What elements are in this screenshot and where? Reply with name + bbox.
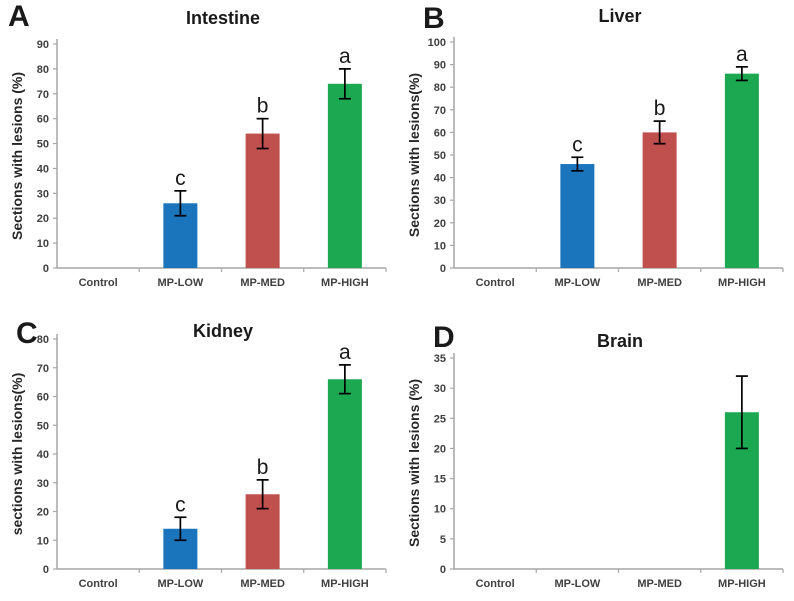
- svg-text:10: 10: [434, 240, 446, 252]
- svg-text:MP-MED: MP-MED: [637, 277, 682, 289]
- svg-text:MP-HIGH: MP-HIGH: [718, 277, 766, 289]
- svg-text:20: 20: [37, 507, 49, 519]
- svg-text:25: 25: [434, 413, 446, 425]
- svg-text:30: 30: [37, 188, 49, 200]
- svg-text:0: 0: [440, 564, 446, 576]
- svg-text:30: 30: [434, 383, 446, 395]
- intestine-bar-chart: 0 10 20 30 40 50 60 70 80 90 Control MP-LOW c MP-MED b…: [37, 39, 387, 289]
- panel-liver: 0 10 20 30 40 50 60 70 80 90 100 Control MP-LOW c MP-M…: [397, 0, 794, 300]
- svg-text:30: 30: [37, 478, 49, 490]
- chart-title-brain: Brain: [596, 331, 643, 351]
- svg-text:50: 50: [37, 139, 49, 151]
- svg-text:40: 40: [37, 163, 49, 175]
- brain-bar-chart: 0 5 10 15 20 25 30 35 Control MP-LOW MP-MED MP-HIGH: [434, 353, 784, 590]
- panel-letter-a: A: [8, 0, 30, 33]
- svg-text:a: a: [736, 43, 748, 66]
- y-axis-title-liver: Sections with lesions(%): [406, 72, 422, 238]
- svg-text:50: 50: [434, 150, 446, 162]
- svg-text:15: 15: [434, 474, 446, 486]
- svg-text:MP-HIGH: MP-HIGH: [321, 578, 369, 590]
- svg-text:Control: Control: [79, 277, 118, 289]
- svg-text:20: 20: [37, 213, 49, 225]
- svg-text:a: a: [339, 45, 351, 68]
- svg-text:70: 70: [434, 105, 446, 117]
- svg-text:60: 60: [434, 127, 446, 139]
- svg-text:c: c: [175, 167, 186, 190]
- svg-text:30: 30: [434, 195, 446, 207]
- panel-brain: 0 5 10 15 20 25 30 35 Control MP-LOW MP-MED MP-HIGH…: [397, 301, 794, 601]
- svg-text:MP-MED: MP-MED: [240, 277, 285, 289]
- svg-text:50: 50: [37, 420, 49, 432]
- svg-text:40: 40: [37, 449, 49, 461]
- svg-text:60: 60: [37, 392, 49, 404]
- svg-text:Control: Control: [79, 578, 118, 590]
- svg-text:Control: Control: [476, 578, 515, 590]
- panel-letter-c: C: [16, 317, 38, 350]
- svg-text:80: 80: [37, 334, 49, 346]
- svg-text:0: 0: [440, 263, 446, 275]
- svg-text:MP-HIGH: MP-HIGH: [321, 277, 369, 289]
- svg-text:MP-LOW: MP-LOW: [157, 277, 203, 289]
- panel-intestine: 0 10 20 30 40 50 60 70 80 90 Control MP-LOW c MP-MED b…: [0, 0, 397, 300]
- svg-text:MP-LOW: MP-LOW: [554, 277, 600, 289]
- svg-text:c: c: [572, 133, 583, 156]
- y-axis-title-intestine: Sections with lesions (%): [9, 71, 25, 241]
- chart-title-intestine: Intestine: [185, 8, 260, 28]
- svg-text:Control: Control: [476, 277, 515, 289]
- panel-kidney: 0 10 20 30 40 50 60 70 80 Control MP-LOW c MP-MED b MP…: [0, 301, 397, 601]
- svg-text:80: 80: [37, 64, 49, 76]
- svg-text:MP-LOW: MP-LOW: [157, 578, 203, 590]
- svg-text:10: 10: [37, 238, 49, 250]
- svg-text:60: 60: [37, 114, 49, 126]
- kidney-bar-chart: 0 10 20 30 40 50 60 70 80 Control MP-LOW c MP-MED b MP…: [37, 334, 387, 590]
- svg-text:20: 20: [434, 218, 446, 230]
- chart-title-kidney: Kidney: [192, 321, 253, 341]
- svg-text:MP-MED: MP-MED: [637, 578, 682, 590]
- svg-text:20: 20: [434, 443, 446, 455]
- svg-text:5: 5: [440, 534, 446, 546]
- svg-text:0: 0: [43, 263, 49, 275]
- svg-text:MP-LOW: MP-LOW: [554, 578, 600, 590]
- y-axis-title-kidney: sections with lesions(%): [9, 372, 25, 536]
- svg-text:a: a: [339, 341, 351, 364]
- svg-text:10: 10: [434, 504, 446, 516]
- svg-text:0: 0: [43, 564, 49, 576]
- svg-text:b: b: [257, 95, 269, 118]
- svg-text:b: b: [257, 456, 269, 479]
- svg-text:MP-HIGH: MP-HIGH: [718, 578, 766, 590]
- svg-text:90: 90: [37, 39, 49, 51]
- liver-bar-chart: 0 10 20 30 40 50 60 70 80 90 100 Control MP-LOW c MP-M…: [428, 37, 784, 289]
- svg-text:10: 10: [37, 535, 49, 547]
- panel-letter-d: D: [433, 321, 455, 354]
- svg-text:70: 70: [37, 89, 49, 101]
- svg-text:70: 70: [37, 363, 49, 375]
- svg-text:b: b: [654, 97, 666, 120]
- svg-text:35: 35: [434, 353, 446, 365]
- panel-letter-b: B: [423, 2, 445, 35]
- svg-text:80: 80: [434, 82, 446, 94]
- svg-text:c: c: [175, 493, 186, 516]
- svg-text:40: 40: [434, 173, 446, 185]
- svg-text:90: 90: [434, 60, 446, 72]
- chart-title-liver: Liver: [598, 6, 642, 26]
- y-axis-title-brain: Sections with lesions (%): [406, 378, 422, 548]
- svg-text:MP-MED: MP-MED: [240, 578, 285, 590]
- svg-text:100: 100: [428, 37, 446, 49]
